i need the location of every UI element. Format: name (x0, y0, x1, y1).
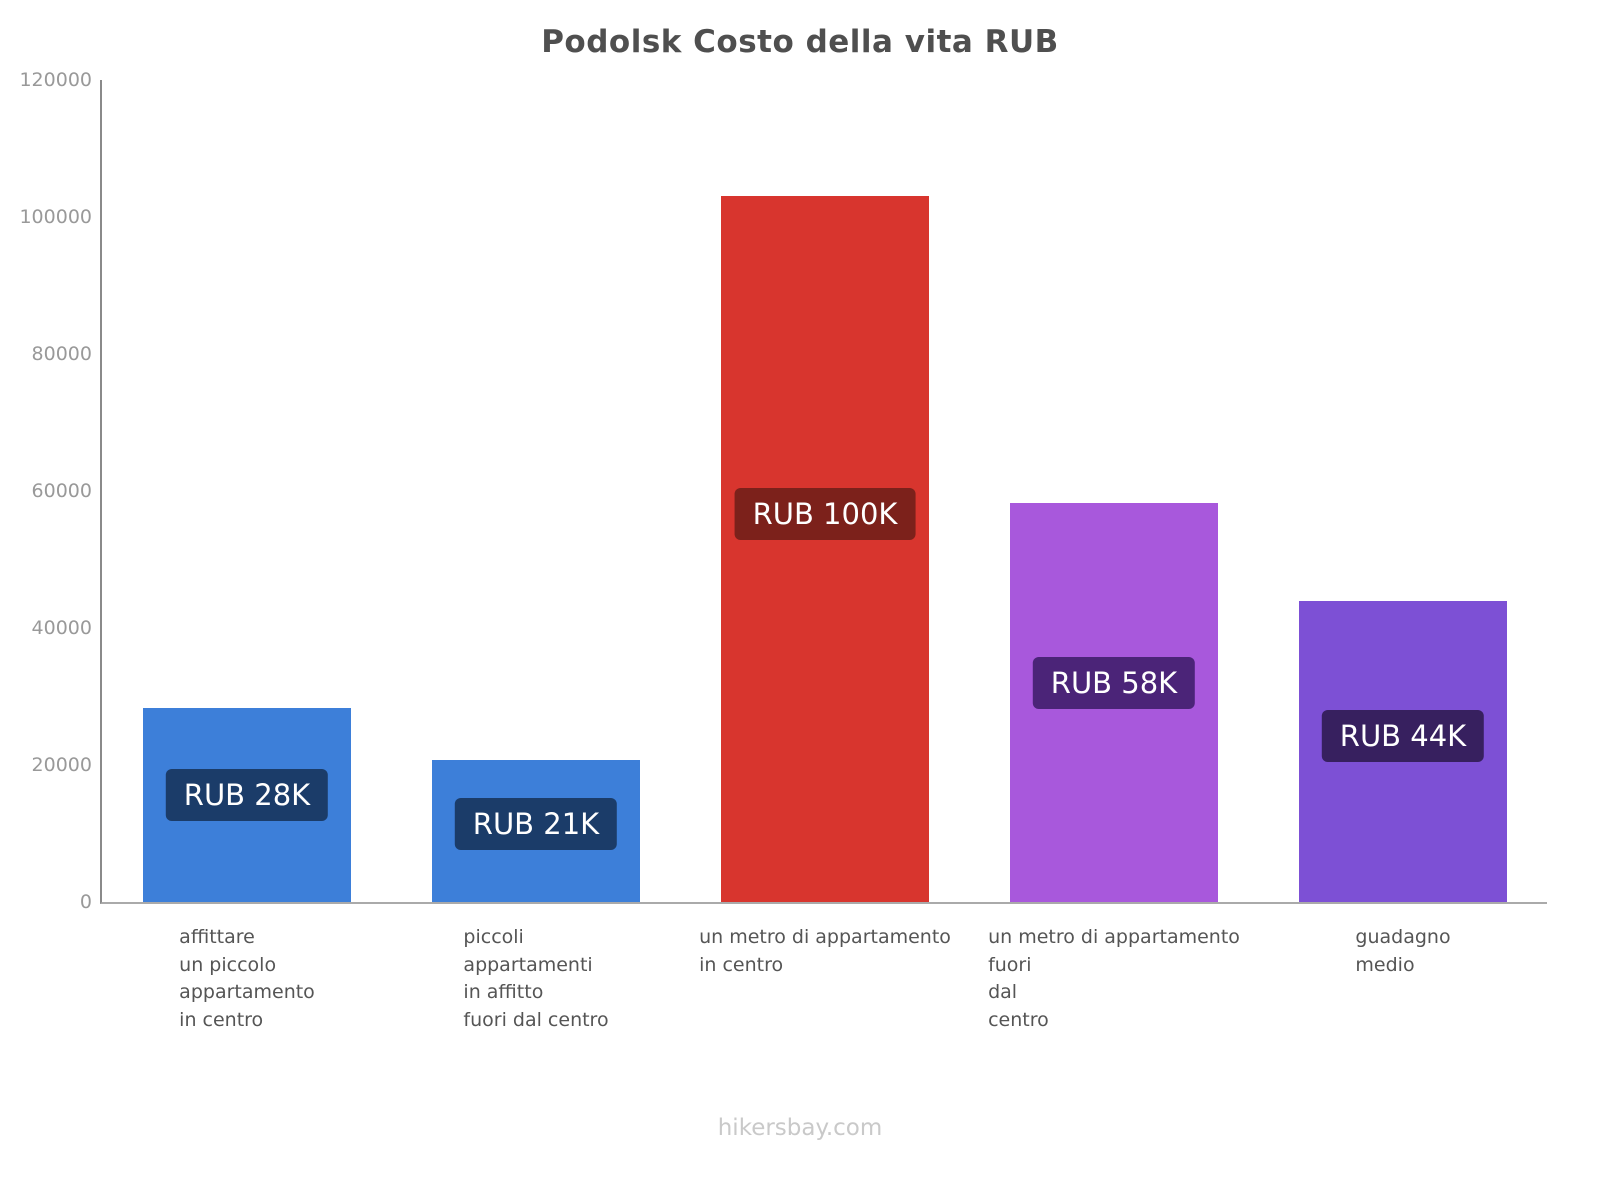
watermark: hikersbay.com (717, 1115, 883, 1141)
x-axis-label: guadagno medio (1355, 926, 1451, 976)
chart-title: Podolsk Costo della vita RUB (541, 24, 1059, 60)
y-axis-tick-label: 80000 (31, 343, 92, 365)
y-axis-tick-label: 60000 (31, 480, 92, 502)
bar-value-label: RUB 44K (1321, 710, 1485, 762)
y-axis-tick-label: 20000 (31, 754, 92, 776)
bar-value-label: RUB 21K (454, 798, 618, 850)
bar-value-label: RUB 100K (734, 488, 916, 540)
x-axis-label: affittare un piccolo appartamento in cen… (179, 926, 315, 1031)
y-axis-tick-label: 100000 (19, 206, 92, 228)
x-axis-label: un metro di appartamento fuori dal centr… (988, 926, 1240, 1031)
bar (721, 196, 929, 902)
bar-value-label: RUB 28K (165, 769, 329, 821)
y-axis-tick-label: 0 (79, 891, 92, 913)
x-axis-label: un metro di appartamento in centro (699, 926, 951, 976)
x-axis-label: piccoli appartamenti in affitto fuori da… (463, 926, 609, 1031)
y-axis-tick-label: 120000 (19, 69, 92, 91)
chart-plot: RUB 28K affittare un piccolo appartamento… (100, 80, 1547, 1031)
bar-value-label: RUB 58K (1032, 657, 1196, 709)
y-axis-tick-label: 40000 (31, 617, 92, 639)
